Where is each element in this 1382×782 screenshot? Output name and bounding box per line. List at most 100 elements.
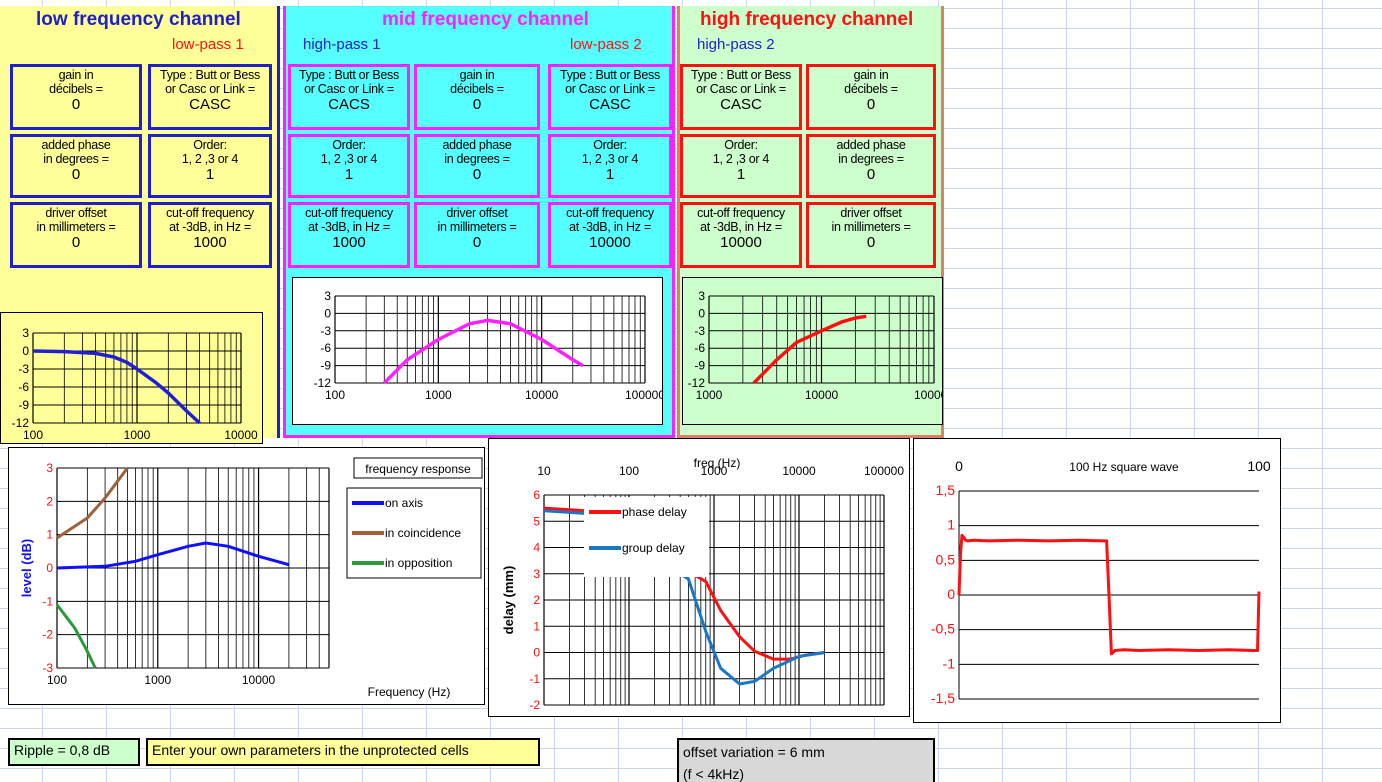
square-wave-plot: 1,5 1 0,5 0 -0,5 -1 -1,5 0 100 100 Hz square wave xyxy=(931,458,1271,706)
mid-cutA-cell[interactable]: cut-off frequency at -3dB, in Hz = 1000 xyxy=(288,202,410,268)
y-axis-label: level (dB) xyxy=(19,539,34,598)
y-tick-label: -6 xyxy=(694,341,705,355)
low-type-cell[interactable]: Type : Butt or Bess or Casc or Link = CASC xyxy=(148,64,272,130)
cell-value: 0 xyxy=(866,166,876,183)
x-tick-label: 100 xyxy=(1247,458,1271,474)
cell-label: at -3dB, in Hz = xyxy=(700,220,782,234)
legend-label: on axis xyxy=(385,496,423,510)
y-tick-label: -12 xyxy=(12,416,30,430)
high-type-cell[interactable]: Type : Butt or Bess or Casc or Link = CASC xyxy=(680,64,802,130)
cell-label: Order: xyxy=(593,138,627,152)
x-tick-label: 10000 xyxy=(242,673,276,687)
x-tick-label: 10000 xyxy=(525,388,559,402)
y-tick-label: 3 xyxy=(324,289,331,303)
cell-value: 1 xyxy=(205,166,215,183)
cell-label: décibels = xyxy=(450,82,504,96)
y-tick-label: -12 xyxy=(688,376,706,390)
x-tick-label: 10000 xyxy=(224,428,258,442)
y-tick-label: 3 xyxy=(46,461,53,475)
y-tick-label: 2 xyxy=(533,593,540,607)
y-tick-label: 3 xyxy=(22,326,29,340)
x-axis-label: Frequency (Hz) xyxy=(368,685,451,699)
frequency-response-chart: 3 2 1 0 -1 -2 -3 100 1000 10000 frequency response… xyxy=(8,447,485,705)
y-tick-label: 2 xyxy=(46,494,53,508)
series-line-0 xyxy=(383,318,584,385)
cell-label: 1, 2 ,3 or 4 xyxy=(581,152,639,166)
series-line-on-axis xyxy=(56,541,290,570)
cell-label: décibels = xyxy=(49,82,103,96)
cell-label: at -3dB, in Hz = xyxy=(308,220,390,234)
high-phase-cell[interactable]: added phase in degrees = 0 xyxy=(806,134,936,198)
y-tick-label: 4 xyxy=(533,541,540,555)
mid-cutB-cell[interactable]: cut-off frequency at -3dB, in Hz = 10000 xyxy=(548,202,672,268)
y-tick-label: -3 xyxy=(42,661,53,675)
y-tick-label: 0 xyxy=(22,344,29,358)
cell-label: Order: xyxy=(724,138,758,152)
cell-label: Type : Butt or Bess xyxy=(560,68,660,82)
cell-value: 0 xyxy=(866,96,876,113)
high-offset-cell[interactable]: driver offset in millimeters = 0 xyxy=(806,202,936,268)
cell-value: 0 xyxy=(71,166,81,183)
x-tick-label: 10000 xyxy=(782,464,816,478)
x-tick-label: 1000 xyxy=(144,673,171,687)
low-offset-cell[interactable]: driver offset in millimeters = 0 xyxy=(10,202,142,268)
y-tick-label: -0,5 xyxy=(931,621,955,637)
x-tick-label: 1000 xyxy=(425,388,452,402)
mid-channel-title: mid frequency channel xyxy=(382,9,589,30)
y-tick-label: 1 xyxy=(533,619,540,633)
offset-note-line1: offset variation = 6 mm xyxy=(683,744,825,760)
high-cutoff-cell[interactable]: cut-off frequency at -3dB, in Hz = 10000 xyxy=(680,202,802,268)
cell-label: in millimeters = xyxy=(36,220,116,234)
cell-value: 1000 xyxy=(193,234,227,251)
cell-value: 0 xyxy=(866,234,876,251)
cell-label: Type : Butt or Bess xyxy=(160,68,260,82)
cell-label: or Casc or Link = xyxy=(304,82,394,96)
y-tick-label: 0 xyxy=(46,561,53,575)
x-tick-label: 100 xyxy=(325,388,345,402)
series-line-0 xyxy=(32,349,201,425)
cell-label: in degrees = xyxy=(444,152,510,166)
mid-gain-cell[interactable]: gain in décibels = 0 xyxy=(414,64,540,130)
cell-label: 1, 2 ,3 or 4 xyxy=(712,152,770,166)
cell-label: added phase xyxy=(442,138,512,152)
legend-label: phase delay xyxy=(622,505,687,519)
x-tick-label: 100 xyxy=(47,673,67,687)
cell-value: CASC xyxy=(589,96,631,113)
high-gain-cell[interactable]: gain in décibels = 0 xyxy=(806,64,936,130)
low-phase-cell[interactable]: added phase in degrees = 0 xyxy=(10,134,142,198)
y-tick-label: 3 xyxy=(533,567,540,581)
y-tick-label: -12 xyxy=(314,376,332,390)
high-channel-title: high frequency channel xyxy=(700,9,914,30)
cell-label: gain in xyxy=(459,68,495,82)
mid-typeB-cell[interactable]: Type : Butt or Bess or Casc or Link = CASC xyxy=(548,64,672,130)
y-tick-label: 1 xyxy=(46,528,53,542)
cell-value: 1 xyxy=(605,166,615,183)
chart-title-box xyxy=(353,457,483,479)
x-axis-label: freq (Hz) xyxy=(694,456,741,470)
cell-label: cut-off frequency xyxy=(305,206,393,220)
series-line-in-opposition xyxy=(55,603,97,669)
x-tick-label: 1000 xyxy=(696,388,723,402)
low-pass-2-label: low-pass 2 xyxy=(570,36,642,53)
y-tick-label: 0 xyxy=(533,646,540,660)
cell-label: driver offset xyxy=(840,206,902,220)
low-cutoff-cell[interactable]: cut-off frequency at -3dB, in Hz = 1000 xyxy=(148,202,272,268)
y-tick-label: 1,5 xyxy=(936,482,956,498)
mid-typeA-cell[interactable]: Type : Butt or Bess or Casc or Link = CACS xyxy=(288,64,410,130)
mid-offset-cell[interactable]: driver offset in millimeters = 0 xyxy=(414,202,540,268)
cell-label: cut-off frequency xyxy=(697,206,785,220)
low-gain-cell[interactable]: gain in décibels = 0 xyxy=(10,64,142,130)
square-wave-chart: 1,5 1 0,5 0 -0,5 -1 -1,5 0 100 100 Hz square wave xyxy=(913,438,1281,723)
chart-title: frequency response xyxy=(365,462,471,476)
mid-phase-cell[interactable]: added phase in degrees = 0 xyxy=(414,134,540,198)
y-tick-label: 0 xyxy=(324,306,331,320)
legend-label: in opposition xyxy=(385,556,452,570)
cell-label: added phase xyxy=(41,138,111,152)
y-tick-label: 0 xyxy=(698,306,705,320)
